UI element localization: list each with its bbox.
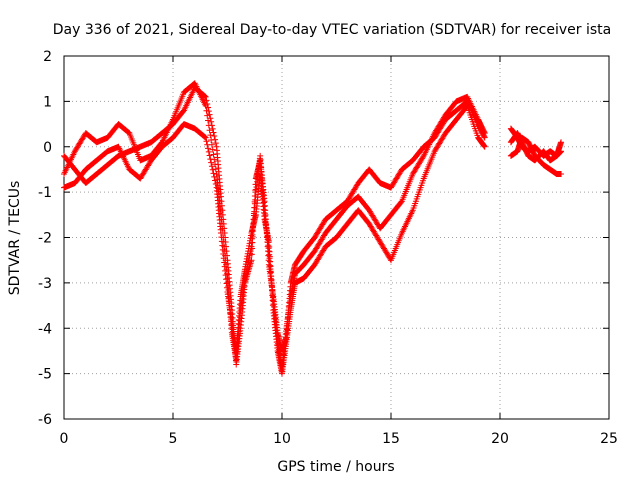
x-tick-label: 10 [273, 431, 291, 447]
data-point [206, 127, 213, 134]
y-tick-label: 0 [43, 140, 52, 156]
data-point [558, 170, 565, 177]
y-tick-label: -3 [38, 276, 52, 292]
data-point [212, 140, 219, 147]
data-point [481, 130, 488, 137]
data-marks [61, 80, 565, 377]
data-point [203, 138, 210, 145]
data-point [558, 139, 565, 146]
data-point [210, 151, 217, 158]
y-axis-label: SDTVAR / TECUs [7, 181, 23, 296]
data-point [212, 177, 219, 184]
data-point [207, 132, 214, 139]
data-point [205, 117, 212, 124]
data-point [481, 143, 488, 150]
x-tick-label: 20 [491, 431, 509, 447]
data-point [208, 136, 215, 143]
series-satellite-track-2 [61, 80, 488, 373]
series-satellite-track-6 [507, 130, 565, 164]
data-point [210, 170, 217, 177]
data-point [204, 141, 211, 148]
x-axis-label: GPS time / hours [277, 459, 394, 475]
data-point [207, 156, 214, 163]
data-point [205, 122, 212, 129]
x-tick-label: 25 [600, 431, 618, 447]
data-point [201, 134, 208, 141]
y-tick-label: 1 [43, 94, 52, 110]
y-tick-label: -5 [38, 367, 52, 383]
y-tick-label: -4 [38, 321, 52, 337]
data-point [208, 159, 215, 166]
data-point [204, 112, 211, 119]
data-point [209, 166, 216, 173]
y-tick-label: 2 [43, 49, 52, 65]
data-point [212, 166, 219, 173]
data-point [205, 145, 212, 152]
y-tick-label: -2 [38, 231, 52, 247]
data-point [210, 129, 217, 136]
data-point [209, 125, 216, 132]
data-point [208, 163, 215, 170]
x-tick-label: 5 [169, 431, 178, 447]
series-satellite-track-3 [61, 102, 488, 377]
data-point [205, 148, 212, 155]
data-point [203, 107, 210, 114]
data-point [212, 161, 219, 168]
data-point [209, 146, 216, 153]
y-tick-label: -1 [38, 185, 52, 201]
x-tick-label: 0 [60, 431, 69, 447]
data-point [212, 181, 219, 188]
data-point [202, 134, 209, 141]
y-tick-label: -6 [38, 412, 52, 428]
data-point [208, 118, 215, 125]
data-point [211, 173, 218, 180]
x-tick-label: 15 [382, 431, 400, 447]
data-point [202, 93, 209, 100]
data-point [202, 102, 209, 109]
data-point [206, 152, 213, 159]
chart-title: Day 336 of 2021, Sidereal Day-to-day VTE… [53, 22, 611, 38]
data-point [211, 133, 218, 140]
